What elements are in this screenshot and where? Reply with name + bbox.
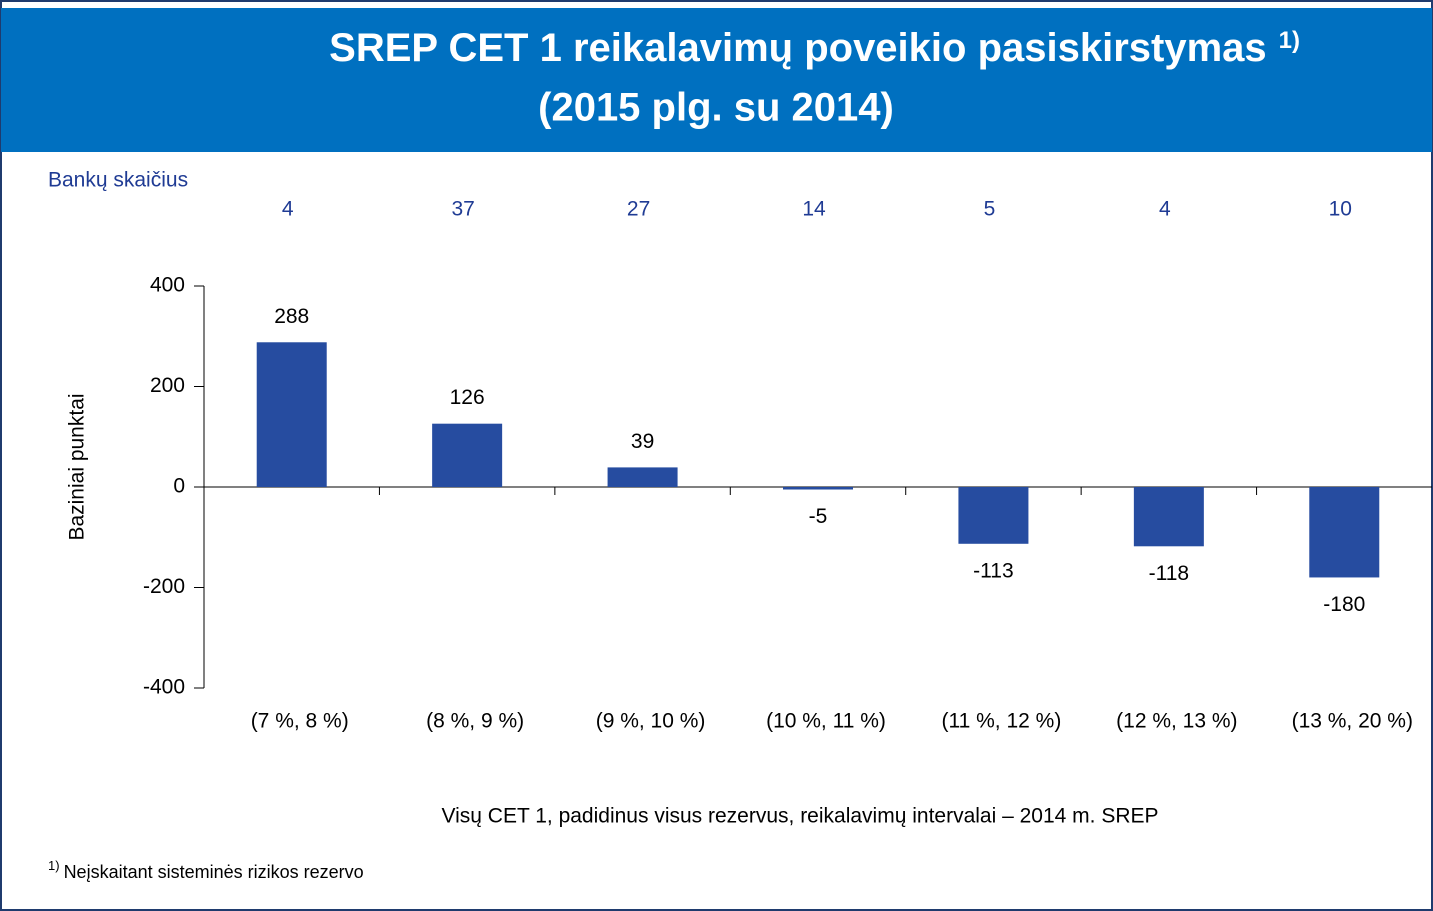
chart-title: SREP CET 1 reikalavimų poveikio pasiskir… bbox=[329, 26, 1300, 70]
bank-count: 37 bbox=[451, 198, 474, 221]
title-band bbox=[1, 8, 1432, 152]
bar bbox=[783, 487, 853, 490]
x-tick-label: (9 %, 10 %) bbox=[596, 710, 706, 733]
y-axis-label: Baziniai punktai bbox=[66, 393, 89, 540]
footnote: 1) Neįskaitant sisteminės rizikos rezervo bbox=[48, 858, 364, 881]
bar bbox=[256, 342, 327, 487]
x-tick-label: (7 %, 8 %) bbox=[251, 710, 349, 733]
x-tick-label: (12 %, 13 %) bbox=[1116, 710, 1237, 733]
value-label: -5 bbox=[809, 505, 828, 528]
x-tick-label: (8 %, 9 %) bbox=[426, 710, 524, 733]
bank-count: 4 bbox=[282, 198, 294, 221]
x-tick-label: (13 %, 20 %) bbox=[1292, 710, 1413, 733]
value-label: -113 bbox=[973, 559, 1013, 582]
bar bbox=[1309, 487, 1380, 578]
value-label: 126 bbox=[450, 386, 485, 409]
y-tick-label: 200 bbox=[150, 374, 185, 397]
bank-count: 14 bbox=[802, 198, 826, 221]
y-tick-label: 400 bbox=[150, 274, 185, 297]
bar bbox=[432, 423, 503, 487]
bar bbox=[958, 487, 1029, 544]
y-tick-label: 0 bbox=[173, 475, 185, 498]
title-marker: 1) bbox=[1279, 27, 1300, 54]
chart-subtitle: (2015 plg. su 2014) bbox=[538, 86, 894, 130]
footnote-marker: 1) bbox=[48, 858, 60, 873]
title-text: SREP CET 1 reikalavimų poveikio pasiskir… bbox=[329, 26, 1267, 70]
footnote-text: Neįskaitant sisteminės rizikos rezervo bbox=[64, 862, 364, 882]
bar bbox=[1133, 487, 1204, 547]
bank-count: 27 bbox=[627, 198, 650, 221]
y-tick-label: -200 bbox=[143, 575, 185, 598]
x-axis-label: Visų CET 1, padidinus visus rezervus, re… bbox=[441, 805, 1158, 828]
bank-count: 4 bbox=[1159, 198, 1171, 221]
bank-count: 5 bbox=[984, 198, 996, 221]
value-label: 288 bbox=[274, 305, 309, 328]
bar bbox=[607, 467, 678, 487]
x-tick-label: (10 %, 11 %) bbox=[766, 710, 886, 733]
value-label: -180 bbox=[1323, 593, 1365, 616]
x-tick-label: (11 %, 12 %) bbox=[942, 710, 1062, 733]
bank-count-label: Bankų skaičius bbox=[48, 169, 188, 192]
value-label: -118 bbox=[1149, 562, 1189, 585]
value-label: 39 bbox=[631, 430, 654, 453]
y-tick-label: -400 bbox=[143, 676, 185, 699]
bank-count: 10 bbox=[1329, 198, 1352, 221]
